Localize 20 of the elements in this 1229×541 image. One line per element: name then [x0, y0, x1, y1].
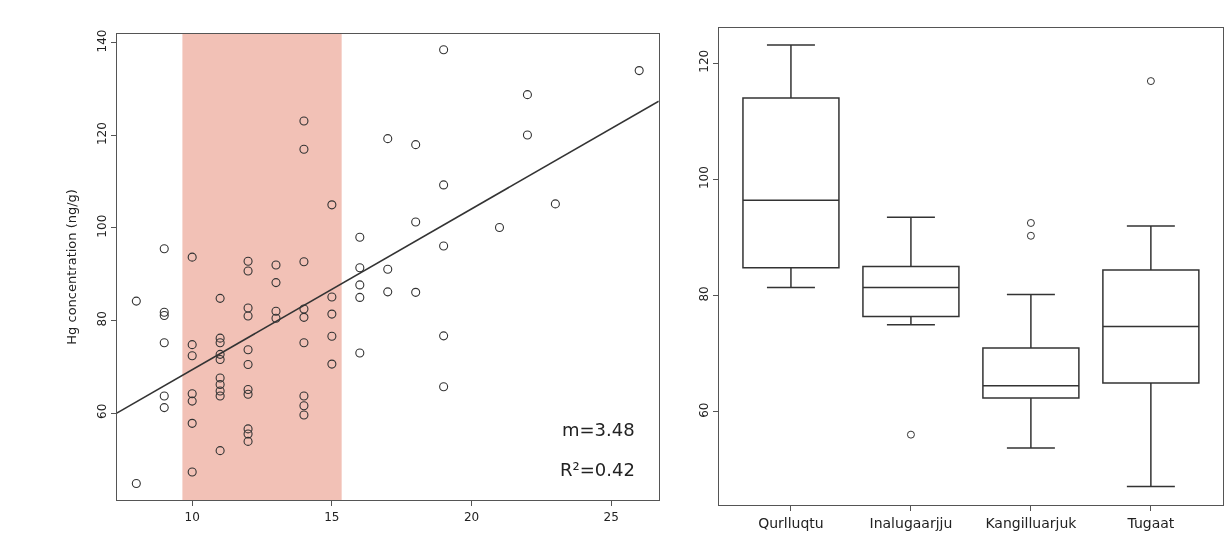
y-tick-label: 140 [94, 29, 109, 53]
x-tick-label: 10 [184, 509, 200, 524]
y-tick-label: 100 [697, 166, 712, 190]
y-tick-label: 120 [697, 49, 712, 73]
x-tick-label: Inalugaarjju [869, 514, 953, 531]
x-tick-label: 15 [324, 509, 340, 524]
y-tick-label: 100 [94, 214, 109, 238]
y-tick-label: 60 [94, 403, 109, 419]
y-axis-title: Hg concentration (ng/g) [63, 189, 79, 345]
x-tick-label: Tugaat [1126, 514, 1175, 531]
x-tick-label: 20 [463, 509, 480, 524]
x-tick-label: Qurlluqtu [758, 514, 824, 531]
y-tick-label: 60 [697, 402, 712, 418]
annotation: m=3.48 [562, 419, 635, 440]
y-tick-label: 80 [697, 286, 712, 302]
y-tick-label: 120 [94, 122, 109, 146]
y-tick-label: 80 [94, 311, 109, 327]
x-tick-label: 25 [603, 509, 619, 524]
x-tick-label: Kangilluarjuk [985, 514, 1078, 531]
annotation: R²=0.42 [560, 459, 635, 480]
